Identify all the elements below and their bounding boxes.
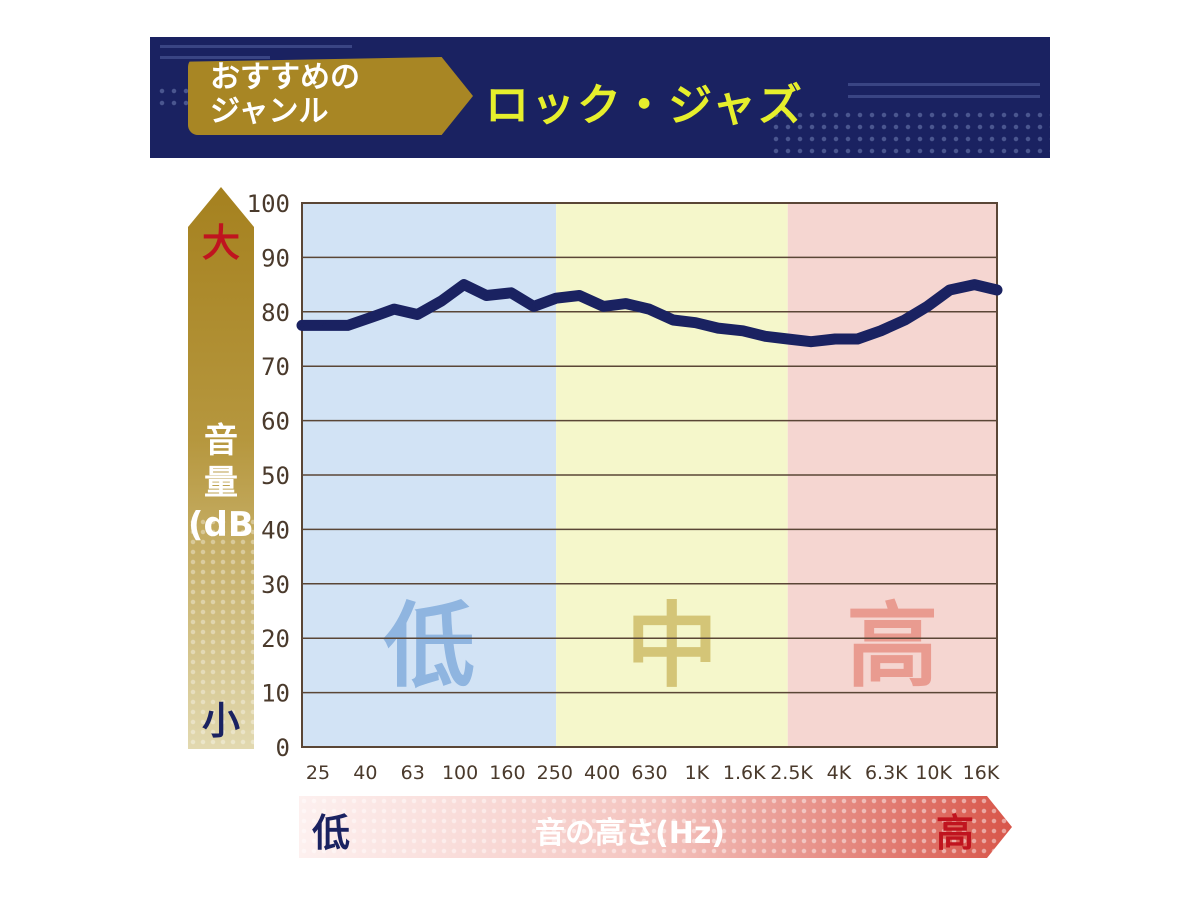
data-point [531, 304, 536, 309]
y-tick-label: 0 [276, 734, 290, 762]
y-tick-label: 90 [261, 244, 290, 272]
recommended-genre-badge [188, 57, 473, 135]
data-point [972, 282, 977, 287]
x-tick-label: 250 [537, 762, 573, 784]
pitch-axis-arrow [299, 796, 1012, 858]
data-point [878, 328, 883, 333]
volume-loud-label: 大 [201, 221, 240, 265]
data-point [902, 317, 907, 322]
data-point [809, 339, 814, 344]
x-tick-label: 2.5K [770, 762, 813, 784]
data-point [554, 296, 559, 301]
genre-header: おすすめの ジャンル ロック・ジャズ [150, 37, 1050, 158]
data-point [785, 337, 790, 341]
volume-axis-arrow [188, 187, 254, 749]
x-tick-label: 100 [442, 762, 478, 784]
x-tick-label: 400 [584, 762, 620, 784]
plot-frame [301, 202, 998, 748]
header-dot-pattern [156, 85, 192, 109]
data-point [925, 304, 930, 309]
data-point [345, 323, 350, 328]
data-point [763, 334, 768, 339]
band-label: 低 [383, 593, 475, 700]
y-tick-label: 70 [261, 353, 290, 381]
x-tick-label: 25 [306, 762, 330, 784]
band-label: 高 [846, 593, 938, 700]
x-tick-label: 1K [685, 762, 710, 784]
data-point [300, 323, 304, 328]
data-point [740, 328, 745, 333]
data-point [671, 317, 676, 322]
data-point [461, 282, 466, 287]
data-point [693, 320, 698, 325]
data-point [647, 307, 652, 312]
y-tick-label: 50 [261, 462, 290, 490]
data-point [833, 337, 838, 341]
data-point [601, 304, 606, 309]
x-tick-label: 40 [353, 762, 377, 784]
data-point [577, 293, 582, 298]
y-tick-label: 20 [261, 625, 290, 653]
volume-quiet-label: 小 [201, 699, 240, 743]
data-point [995, 288, 999, 293]
y-tick-label: 30 [261, 571, 290, 599]
data-point [855, 337, 860, 341]
data-point [439, 298, 444, 303]
y-tick-label: 40 [261, 516, 290, 544]
data-point [415, 312, 420, 317]
data-point [369, 315, 374, 320]
data-point [716, 326, 721, 331]
data-point [509, 290, 514, 295]
y-tick-label: 80 [261, 299, 290, 327]
band-label: 中 [626, 593, 718, 700]
data-point [484, 293, 489, 298]
header-stripe [160, 56, 270, 59]
header-dot-pattern [770, 109, 1050, 157]
x-tick-label: 4K [827, 762, 852, 784]
x-tick-label: 630 [631, 762, 667, 784]
header-stripe [848, 83, 1040, 86]
x-tick-label: 16K [963, 762, 1000, 784]
header-stripe [848, 95, 1040, 98]
pitch-high-label: 高 [936, 811, 975, 855]
recommended-genre-label: おすすめの ジャンル [210, 60, 360, 129]
x-tick-label: 10K [915, 762, 952, 784]
y-tick-label: 60 [261, 408, 290, 436]
genre-title: ロック・ジャズ [485, 80, 804, 131]
x-tick-label: 6.3K [865, 762, 908, 784]
pitch-low-label: 低 [312, 811, 351, 855]
x-tick-label: 63 [401, 762, 425, 784]
x-tick-label: 1.6K [723, 762, 766, 784]
data-point [322, 323, 327, 328]
pitch-axis-title: 音の高さ(Hz) [535, 816, 725, 851]
x-tick-label: 160 [489, 762, 525, 784]
y-tick-label: 10 [261, 680, 290, 708]
data-point [623, 301, 628, 306]
data-point [947, 288, 952, 293]
header-stripe [160, 45, 352, 48]
data-point [392, 307, 397, 312]
y-tick-label: 100 [247, 190, 290, 218]
